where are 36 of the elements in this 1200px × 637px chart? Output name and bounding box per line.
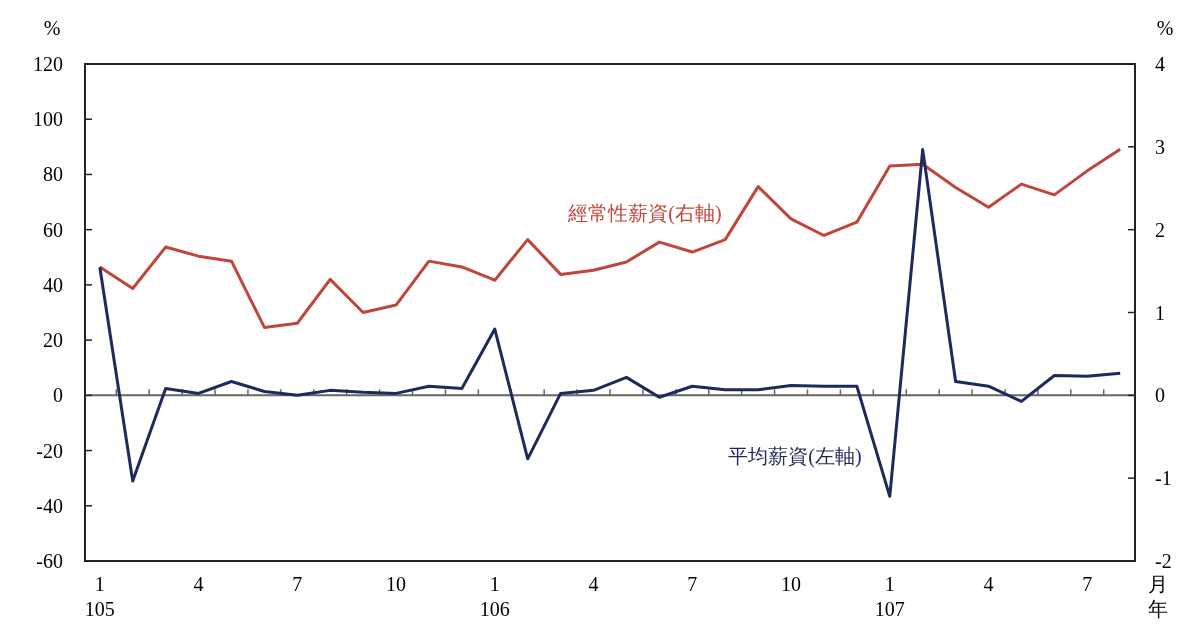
series-label: 經常性薪資(右軸) <box>567 202 722 225</box>
y-axis-title: % <box>43 17 61 39</box>
x-tick-label: 1 106 <box>479 573 510 620</box>
y2-axis-title: % <box>1156 17 1174 39</box>
x-tick-label: 1 105 <box>84 573 115 620</box>
x-tick-label: 7 <box>292 573 303 595</box>
y-tick-label: -60 <box>36 550 63 572</box>
y-tick-label: -40 <box>36 494 63 517</box>
series-label: 平均薪資(左軸) <box>728 445 862 468</box>
y2-tick-label: 0 <box>1155 384 1165 407</box>
y-tick-label: 60 <box>43 218 63 241</box>
x-tick-label: 7 <box>1082 573 1093 595</box>
y-tick-label: -20 <box>36 439 63 462</box>
y-tick-label: 40 <box>43 273 63 296</box>
y2-tick-label: 1 <box>1155 301 1165 324</box>
text: 年 <box>1148 598 1168 620</box>
y-tick-label: 20 <box>43 329 63 352</box>
x-tick-label: 1 107 <box>874 573 905 620</box>
y-tick-label: 120 <box>33 53 63 75</box>
x-tick-label: 4 <box>193 573 204 595</box>
y2-tick-label: 3 <box>1155 135 1165 158</box>
y2-tick-label: 2 <box>1155 218 1165 241</box>
y2-tick-label: 4 <box>1155 53 1165 75</box>
text: 月 <box>1148 573 1168 595</box>
x-tick-label: 4 <box>983 573 994 595</box>
y2-tick-label: -1 <box>1155 467 1172 490</box>
y2-tick-label: -2 <box>1155 550 1172 572</box>
y-tick-label: 80 <box>43 163 63 186</box>
line-series <box>98 148 1122 498</box>
line-series <box>98 147 1122 329</box>
x-tick-label: 7 <box>687 573 698 595</box>
x-tick-label: 4 <box>588 573 599 595</box>
x-tick-label: 10 <box>781 573 802 595</box>
x-tick-label: 10 <box>386 573 407 595</box>
y-tick-label: 0 <box>53 384 63 407</box>
y-tick-label: 100 <box>33 108 63 131</box>
